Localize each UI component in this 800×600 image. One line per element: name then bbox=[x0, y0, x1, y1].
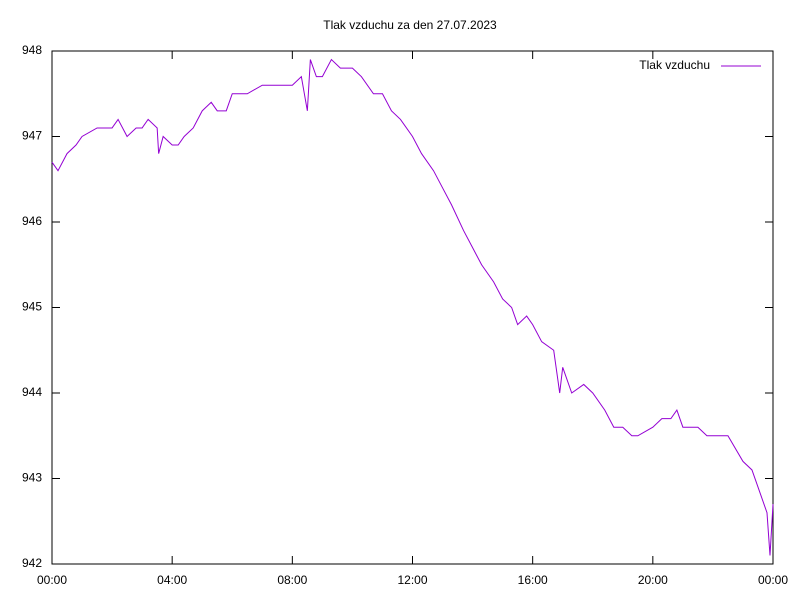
y-tick-label: 948 bbox=[22, 43, 42, 57]
y-tick-label: 942 bbox=[22, 556, 42, 570]
y-tick-label: 943 bbox=[22, 471, 42, 485]
y-tick-label: 947 bbox=[22, 129, 42, 143]
x-tick-label: 16:00 bbox=[518, 573, 548, 587]
chart-title: Tlak vzduchu za den 27.07.2023 bbox=[323, 18, 497, 32]
x-tick-label: 12:00 bbox=[397, 573, 427, 587]
y-tick-label: 946 bbox=[22, 214, 42, 228]
y-tick-label: 945 bbox=[22, 300, 42, 314]
x-tick-label: 00:00 bbox=[758, 573, 788, 587]
y-tick-label: 944 bbox=[22, 385, 42, 399]
x-tick-label: 04:00 bbox=[157, 573, 187, 587]
x-tick-label: 00:00 bbox=[37, 573, 67, 587]
x-tick-label: 20:00 bbox=[638, 573, 668, 587]
data-line bbox=[51, 58, 774, 556]
x-tick-label: 08:00 bbox=[277, 573, 307, 587]
legend-label: Tlak vzduchu bbox=[639, 58, 710, 72]
